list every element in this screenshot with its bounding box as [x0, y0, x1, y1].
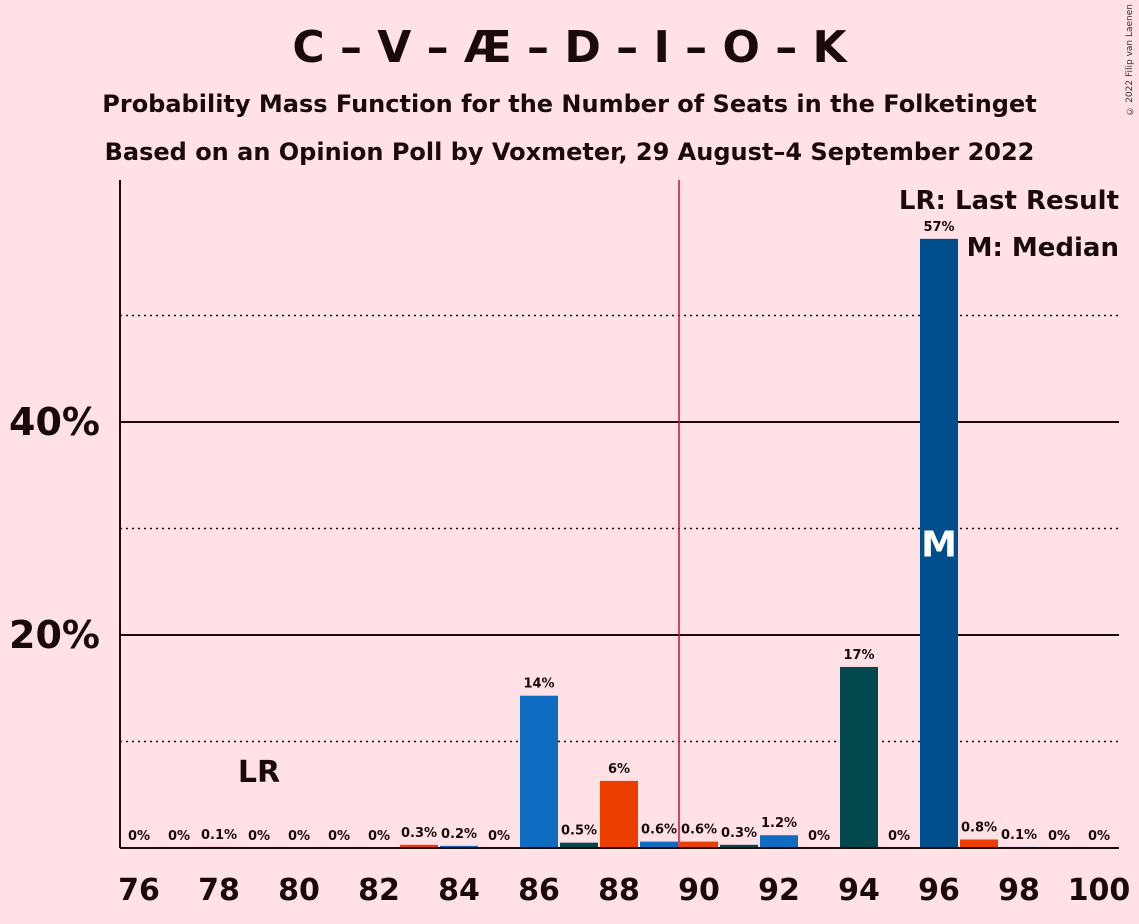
bar-seat-96 — [920, 238, 958, 848]
last-result-marker: LR — [238, 755, 280, 790]
bar-label-seat-96: 57% — [923, 220, 954, 235]
bar-label-seat-77: 0% — [168, 829, 190, 844]
x-tick-label: 100 — [1068, 873, 1131, 908]
x-tick-label: 92 — [758, 873, 800, 908]
bar-seat-91 — [720, 844, 758, 848]
bar-label-seat-97: 0.8% — [961, 820, 997, 835]
bar-label-seat-81: 0% — [328, 829, 350, 844]
bar-label-seat-98: 0.1% — [1001, 828, 1037, 843]
chart-subtitle: Probability Mass Function for the Number… — [102, 90, 1037, 118]
bar-label-seat-83: 0.3% — [401, 826, 437, 841]
bar-label-seat-93: 0% — [808, 829, 830, 844]
x-tick-label: 76 — [118, 873, 160, 908]
bar-seat-97 — [960, 839, 998, 848]
bar-seat-88 — [600, 780, 638, 848]
bar-label-seat-86: 14% — [523, 677, 554, 692]
x-tick-label: 78 — [198, 873, 240, 908]
x-tick-label: 98 — [998, 873, 1040, 908]
bar-seat-83 — [400, 844, 438, 848]
x-tick-label: 88 — [598, 873, 640, 908]
bar-label-seat-91: 0.3% — [721, 826, 757, 841]
x-tick-label: 90 — [678, 873, 720, 908]
bar-label-seat-92: 1.2% — [761, 816, 797, 831]
x-tick-label: 84 — [438, 873, 480, 908]
bar-seat-86 — [520, 695, 558, 848]
legend-last-result: LR: Last Result — [898, 186, 1119, 216]
x-tick-label: 94 — [838, 873, 880, 908]
bar-label-seat-84: 0.2% — [441, 827, 477, 842]
x-tick-label: 86 — [518, 873, 560, 908]
chart-subtitle-poll: Based on an Opinion Poll by Voxmeter, 29… — [104, 138, 1035, 166]
bar-label-seat-79: 0% — [248, 829, 270, 844]
x-tick-label: 80 — [278, 873, 320, 908]
bar-label-seat-85: 0% — [488, 829, 510, 844]
bar-label-seat-78: 0.1% — [201, 828, 237, 843]
bar-label-seat-95: 0% — [888, 829, 910, 844]
chart-title: C – V – Æ – D – I – O – K — [292, 22, 847, 73]
x-tick-label: 82 — [358, 873, 400, 908]
bar-label-seat-94: 17% — [843, 648, 874, 663]
bar-label-seat-80: 0% — [288, 829, 310, 844]
median-marker: M — [921, 524, 957, 565]
y-tick-label: 40% — [9, 400, 100, 444]
bar-seat-87 — [560, 842, 598, 848]
bar-seat-92 — [760, 835, 798, 848]
bar-label-seat-89: 0.6% — [641, 823, 677, 838]
bar-label-seat-87: 0.5% — [561, 824, 597, 839]
bar-seat-90 — [680, 841, 718, 848]
legend-median: M: Median — [966, 233, 1119, 263]
x-tick-label: 96 — [918, 873, 960, 908]
bar-label-seat-82: 0% — [368, 829, 390, 844]
bar-seat-89 — [640, 841, 678, 848]
bar-seat-84 — [440, 845, 478, 848]
bar-label-seat-90: 0.6% — [681, 823, 717, 838]
bar-seat-94 — [840, 666, 878, 848]
bar-label-seat-76: 0% — [128, 829, 150, 844]
bar-label-seat-88: 6% — [608, 762, 630, 777]
bar-label-seat-100: 0% — [1088, 829, 1110, 844]
bar-label-seat-99: 0% — [1048, 829, 1070, 844]
y-tick-label: 20% — [9, 613, 100, 657]
